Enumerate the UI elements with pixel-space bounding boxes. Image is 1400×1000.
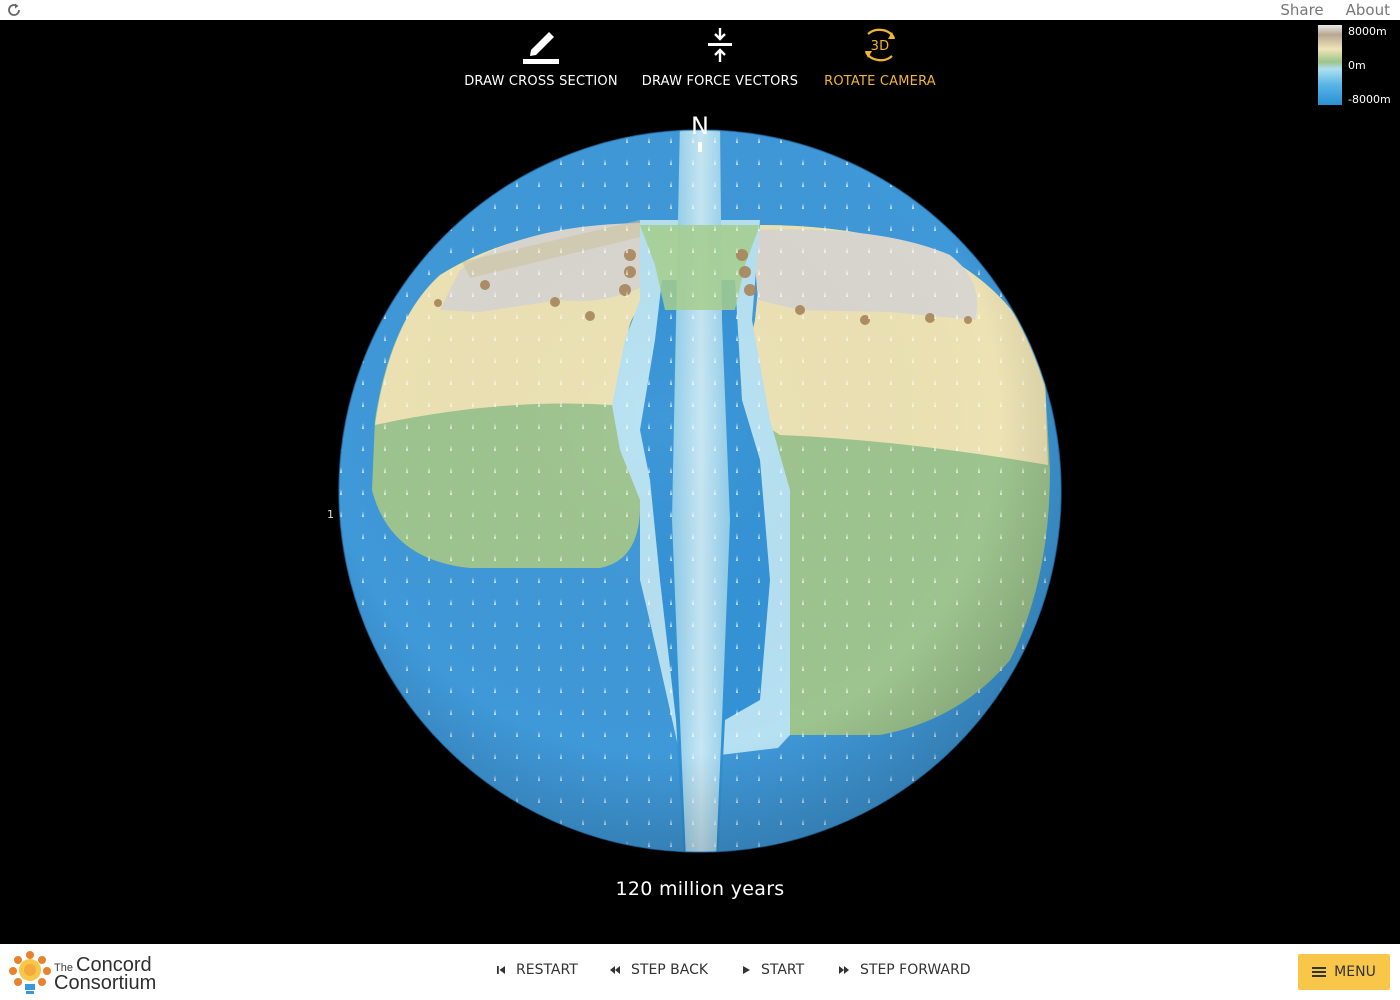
- play-icon: [743, 966, 750, 974]
- planet-view[interactable]: [0, 20, 1400, 944]
- legend-mid-label: 0m: [1348, 59, 1366, 72]
- north-tick: [698, 142, 702, 152]
- elevation-legend: 8000m 0m -8000m: [1316, 25, 1400, 107]
- share-link[interactable]: Share: [1280, 1, 1324, 19]
- legend-max-label: 8000m: [1348, 25, 1387, 38]
- draw-cross-section-button[interactable]: DRAW CROSS SECTION: [462, 24, 620, 89]
- tool-bar: DRAW CROSS SECTION DRAW FORCE VECTORS 3D…: [0, 20, 1400, 100]
- step-back-button[interactable]: STEP BACK: [609, 962, 708, 978]
- rotate-camera-label: ROTATE CAMERA: [824, 74, 936, 89]
- draw-force-vectors-button[interactable]: DRAW FORCE VECTORS: [640, 24, 800, 89]
- logo-consortium-text: Consortium: [54, 972, 157, 994]
- plate-number-label: 1: [327, 508, 334, 521]
- draw-force-vectors-label: DRAW FORCE VECTORS: [641, 74, 799, 89]
- rotate-icon-text: 3D: [871, 39, 890, 54]
- reload-icon[interactable]: [6, 2, 22, 18]
- start-label: START: [761, 962, 805, 978]
- elapsed-time-label: 120 million years: [615, 878, 785, 900]
- start-button[interactable]: START: [742, 962, 804, 978]
- step-forward-label: STEP FORWARD: [860, 962, 971, 978]
- rotate-camera-button[interactable]: 3D ROTATE CAMERA: [820, 24, 940, 89]
- fast-forward-icon: [839, 966, 849, 974]
- playback-controls: RESTART STEP BACK START STEP FORWARD: [0, 944, 1400, 1000]
- about-link[interactable]: About: [1345, 1, 1390, 19]
- elevation-gradient-bar: [1318, 25, 1342, 105]
- step-back-label: STEP BACK: [631, 962, 709, 978]
- simulation-stage[interactable]: N 1: [0, 20, 1400, 944]
- draw-cross-section-label: DRAW CROSS SECTION: [464, 74, 618, 89]
- top-bar: Share About: [0, 0, 1400, 20]
- logo-concord-text: Concord: [76, 954, 152, 976]
- north-label: N: [691, 112, 709, 140]
- globe-surface: [339, 130, 1061, 852]
- logo-the-text: The: [54, 962, 73, 974]
- compress-arrows-icon: [708, 28, 732, 62]
- restart-label: RESTART: [516, 962, 578, 978]
- concord-consortium-logo[interactable]: The Concord Consortium: [8, 948, 168, 998]
- skip-back-icon: [497, 966, 505, 974]
- rotate-3d-icon: 3D: [865, 28, 895, 62]
- bottom-bar: The Concord Consortium RESTART STEP BACK: [0, 944, 1400, 1000]
- restart-button[interactable]: RESTART: [496, 962, 578, 978]
- menu-label: MENU: [1334, 964, 1376, 980]
- legend-min-label: -8000m: [1348, 93, 1391, 106]
- hamburger-icon: [1312, 967, 1327, 977]
- rewind-icon: [610, 966, 620, 974]
- lightbulb-logo-icon: [9, 951, 51, 994]
- step-forward-button[interactable]: STEP FORWARD: [838, 962, 971, 978]
- menu-button[interactable]: MENU: [1298, 954, 1390, 990]
- pencil-icon: [523, 32, 559, 64]
